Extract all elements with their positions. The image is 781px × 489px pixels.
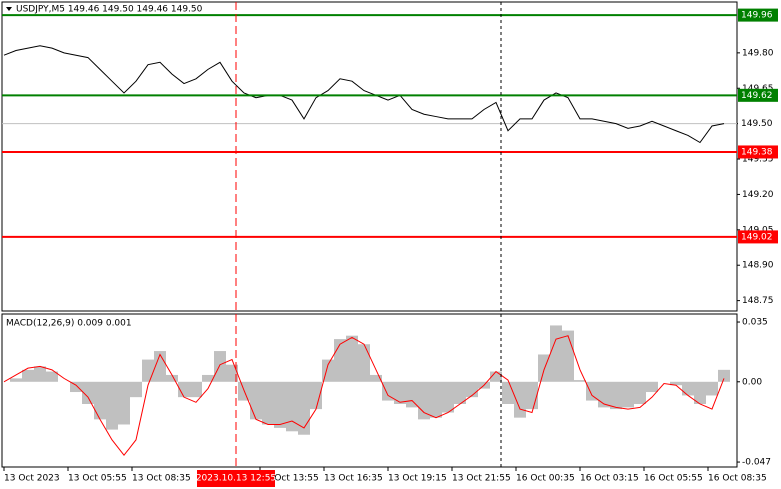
histogram-bar [418, 381, 430, 420]
x-tick-label: 16 Oct 03:15 [580, 474, 639, 484]
level-label-box [738, 8, 778, 22]
x-tick-label: 16 Oct 05:55 [644, 474, 703, 484]
current-price-label: 149.50 [741, 119, 773, 129]
histogram-bar [562, 330, 574, 382]
histogram-bar [82, 381, 94, 404]
histogram-bar [106, 381, 118, 430]
histogram-bar [70, 381, 82, 393]
level-label-box [738, 145, 778, 159]
histogram-bar [22, 369, 34, 382]
histogram-bar [214, 351, 226, 382]
histogram-bar [622, 381, 634, 408]
histogram-bar [574, 380, 586, 382]
y-tick-label: 149.35 [742, 155, 774, 165]
y-tick-label: 149.05 [742, 225, 774, 235]
level-label-box [738, 88, 778, 102]
histogram-bar [370, 374, 382, 382]
histogram-bar [46, 371, 58, 382]
cursor-label-box [197, 470, 275, 487]
histogram-bar [502, 381, 514, 404]
price-title: USDJPY,M5 149.46 149.50 149.46 149.50 [16, 5, 203, 15]
histogram-bar [394, 381, 406, 404]
level-label-box [738, 230, 778, 244]
histogram-bar [514, 381, 526, 418]
histogram-bar [298, 381, 310, 435]
y-tick-label: 148.90 [742, 261, 774, 271]
histogram-bar [250, 381, 262, 420]
level-label: 149.38 [741, 147, 773, 157]
histogram-bar [346, 335, 358, 382]
histogram-bar [34, 366, 46, 382]
y-tick-label: 149.80 [742, 48, 774, 58]
macd-title: MACD(12,26,9) 0.009 0.001 [6, 319, 132, 329]
x-tick-label: 13 Oct 16:35 [324, 474, 383, 484]
histogram-bar [694, 381, 706, 404]
histogram-bar [262, 381, 274, 425]
histogram-bar [178, 381, 190, 398]
histogram-bar [646, 381, 658, 393]
x-tick-label: 13 Oct 05:55 [68, 474, 127, 484]
histogram-bar [94, 381, 106, 420]
histogram-bar [310, 381, 322, 410]
histogram-bar [358, 344, 370, 382]
histogram-bar [202, 374, 214, 382]
histogram-bar [226, 364, 238, 382]
macd-frame [1, 313, 738, 468]
signal-line [3, 335, 725, 457]
histogram-bar [586, 381, 598, 401]
histogram-bar [10, 378, 22, 382]
histogram-bar [130, 381, 142, 398]
y-tick-label: 149.20 [742, 190, 774, 200]
histogram-bar [454, 381, 466, 404]
histogram-bar [490, 371, 502, 382]
level-label: 149.62 [741, 91, 773, 101]
level-label: 149.02 [741, 232, 773, 242]
y-tick-label: 0.00 [742, 377, 762, 387]
histogram-bar [166, 374, 178, 382]
x-tick-label: 16 Oct 08:35 [708, 474, 767, 484]
histogram-bar [274, 381, 286, 428]
histogram-bar [610, 381, 622, 410]
histogram-bar [118, 381, 130, 425]
x-tick-label: 13 Oct 21:55 [452, 474, 511, 484]
price-frame [1, 1, 738, 312]
histogram-bar [550, 325, 562, 382]
histogram-bar [706, 381, 718, 396]
title-icon [6, 7, 12, 11]
histogram-bar [382, 381, 394, 401]
y-tick-label: 0.035 [742, 318, 768, 328]
x-tick-label: 13 Oct 19:15 [388, 474, 447, 484]
price-line [3, 45, 725, 144]
y-tick-label: 148.75 [742, 296, 774, 306]
histogram-bar [406, 381, 418, 408]
cursor-label: 2023.10.13 12:55 [196, 474, 276, 484]
histogram-bar [190, 381, 202, 398]
histogram-bar [442, 381, 454, 413]
histogram-bar [682, 381, 694, 396]
histogram-bar [334, 339, 346, 382]
y-tick-label: -0.047 [742, 458, 771, 468]
histogram-bar [526, 381, 538, 410]
histogram-bar [670, 381, 682, 386]
x-tick-label: 13 Oct 13:55 [260, 474, 319, 484]
histogram-bar [634, 381, 646, 404]
histogram-bar [430, 381, 442, 418]
histogram-bar [598, 381, 610, 408]
histogram-bar [718, 369, 730, 382]
x-tick-label: 16 Oct 00:35 [516, 474, 575, 484]
current-price-box [738, 117, 778, 131]
x-tick-label: 13 Oct 2023 [4, 474, 60, 484]
level-label: 149.96 [741, 11, 773, 21]
x-tick-label: 13 Oct 08:35 [132, 474, 191, 484]
y-tick-label: 149.65 [742, 84, 774, 94]
histogram-bar [286, 381, 298, 432]
histogram-bar [142, 359, 154, 382]
